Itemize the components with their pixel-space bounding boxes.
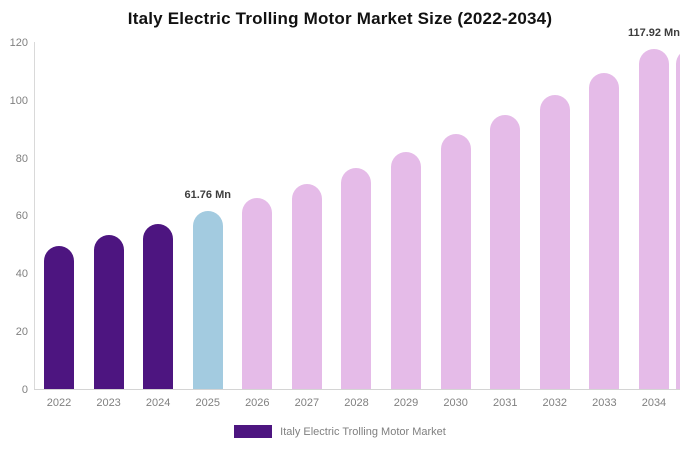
bar-2028 — [341, 168, 372, 390]
legend-swatch — [234, 425, 273, 438]
y-axis-line — [34, 42, 35, 390]
bar-2022 — [44, 245, 74, 390]
legend: Italy Electric Trolling Motor Market — [0, 425, 680, 438]
x-tick-2034: 2034 — [641, 397, 667, 409]
x-tick-2032: 2032 — [542, 397, 568, 409]
x-tick-2027: 2027 — [294, 397, 320, 409]
value-label-2034: 117.92 Mn — [627, 27, 680, 39]
x-tick-2022: 2022 — [46, 397, 72, 409]
x-axis-line — [34, 389, 680, 390]
bar-2033 — [589, 72, 620, 390]
y-tick-120: 120 — [9, 37, 28, 49]
x-tick-2029: 2029 — [393, 397, 419, 409]
value-label-2025: 61.76 Mn — [184, 189, 231, 202]
y-tick-40: 40 — [15, 268, 28, 280]
chart-title: Italy Electric Trolling Motor Market Siz… — [127, 9, 553, 28]
bar-2023 — [93, 235, 124, 390]
x-tick-2025: 2025 — [195, 397, 220, 409]
partial-bar-right-edge — [675, 49, 680, 390]
bar-2025 — [192, 211, 223, 390]
bar-2027 — [291, 183, 322, 390]
y-tick-0: 0 — [21, 383, 28, 396]
bar-2029 — [391, 151, 422, 390]
x-tick-2031: 2031 — [492, 397, 518, 409]
bar-2032 — [539, 94, 570, 390]
x-tick-2033: 2033 — [592, 397, 617, 409]
y-tick-80: 80 — [15, 152, 28, 165]
y-tick-20: 20 — [15, 325, 28, 338]
y-tick-100: 100 — [9, 94, 28, 107]
x-tick-2028: 2028 — [344, 397, 369, 409]
bar-2034 — [638, 49, 669, 390]
x-tick-2024: 2024 — [145, 397, 171, 409]
bar-2031 — [490, 115, 521, 390]
bar-2030 — [440, 134, 471, 390]
bar-2026 — [242, 197, 273, 390]
bar-2024 — [143, 223, 174, 390]
x-tick-2023: 2023 — [96, 397, 121, 409]
y-tick-60: 60 — [15, 210, 28, 223]
legend-label: Italy Electric Trolling Motor Market — [280, 425, 446, 438]
x-tick-2026: 2026 — [245, 397, 270, 409]
x-tick-2030: 2030 — [443, 397, 468, 409]
